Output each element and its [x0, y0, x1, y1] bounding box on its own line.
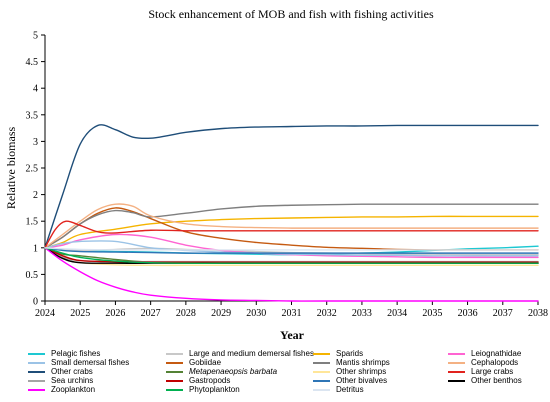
x-tick-label: 2029 — [211, 308, 231, 319]
legend-swatch — [28, 352, 45, 355]
x-tick-label: 2037 — [493, 308, 513, 319]
x-tick-label: 2027 — [141, 308, 161, 319]
series-line-other-shrimps — [44, 247, 539, 267]
legend-swatch — [166, 379, 183, 382]
legend-label: Large crabs — [471, 367, 514, 376]
x-tick-label: 2038 — [528, 308, 548, 319]
legend-label: Large and medium demersal fishes — [189, 349, 314, 358]
legend-item-other-crabs: Other crabs — [28, 367, 93, 376]
legend-swatch — [313, 379, 330, 382]
legend-item-other-benthos: Other benthos — [448, 376, 522, 385]
y-tick-label: 5 — [33, 31, 38, 42]
legend-label: Other crabs — [51, 367, 93, 376]
legend-item-gobiidae: Gobiidae — [166, 358, 221, 367]
legend-item-large-crabs: Large crabs — [448, 367, 513, 376]
legend-item-pelagic-fishes: Pelagic fishes — [28, 349, 100, 358]
series-line-gastropods — [44, 247, 539, 263]
line-chart: Stock enhancement of MOB and fish with f… — [4, 7, 548, 342]
legend-swatch — [166, 352, 183, 355]
legend-label: Sparids — [336, 349, 364, 358]
legend-item-zooplankton: Zooplankton — [28, 385, 95, 394]
x-tick-label: 2034 — [387, 308, 407, 319]
legend-swatch — [166, 388, 183, 391]
legend-label: Leiognathidae — [471, 349, 522, 358]
y-axis-label: Relative biomass — [4, 127, 18, 210]
series-line-other-crabs — [44, 124, 539, 249]
legend-swatch — [28, 388, 45, 391]
x-tick-label: 2032 — [317, 308, 337, 319]
legend-swatch — [448, 379, 465, 382]
legend-swatch — [313, 352, 330, 355]
legend-label: Phytoplankton — [189, 385, 240, 394]
legend-item-small-demersal-fishes: Small demersal fishes — [28, 358, 129, 367]
legend-item-phytoplankton: Phytoplankton — [166, 385, 240, 394]
x-tick-label: 2024 — [35, 308, 55, 319]
x-tick-label: 2031 — [282, 308, 302, 319]
series-line-mantis-shrimps — [44, 203, 539, 249]
y-tick-label: 0.5 — [26, 270, 39, 281]
legend-item-detritus: Detritus — [313, 385, 364, 394]
y-tick-label: 3.5 — [26, 110, 39, 121]
legend-swatch — [448, 352, 465, 355]
legend-label: Small demersal fishes — [51, 358, 130, 367]
legend-label: Metapenaeopsis barbata — [189, 367, 278, 376]
y-tick-label: 2 — [33, 190, 38, 201]
x-tick-label: 2028 — [176, 308, 196, 319]
legend-item-mantis-shrimps: Mantis shrimps — [313, 358, 390, 367]
legend-label: Zooplankton — [51, 385, 96, 394]
series-line-detritus — [44, 247, 539, 251]
x-tick-label: 2033 — [352, 308, 372, 319]
legend-label: Other shrimps — [336, 367, 387, 376]
legend-swatch — [448, 370, 465, 373]
series-line-other-bivalves — [44, 247, 539, 254]
legend-swatch — [28, 370, 45, 373]
legend-label: Other bivalves — [336, 376, 388, 385]
legend-item-large-and-medium-demersal-fishes: Large and medium demersal fishes — [166, 349, 314, 358]
y-tick-label: 0 — [33, 297, 38, 308]
legend-item-leiognathidae: Leiognathidae — [448, 349, 521, 358]
x-tick-label: 2026 — [105, 308, 125, 319]
legend-item-cephalopods: Cephalopods — [448, 358, 518, 367]
x-axis-label: Year — [280, 328, 305, 342]
chart-title: Stock enhancement of MOB and fish with f… — [148, 7, 434, 21]
series-line-zooplankton — [44, 247, 539, 302]
legend-label: Detritus — [336, 385, 364, 394]
y-tick-label: 4.5 — [26, 57, 39, 68]
legend-swatch — [166, 361, 183, 364]
legend-label: Sea urchins — [51, 376, 94, 385]
legend-item-sparids: Sparids — [313, 349, 363, 358]
legend-label: Other benthos — [471, 376, 522, 385]
series-line-large-crabs — [44, 220, 539, 249]
legend-item-other-shrimps: Other shrimps — [313, 367, 386, 376]
legend-swatch — [313, 370, 330, 373]
legend-label: Gobiidae — [189, 358, 222, 367]
x-tick-label: 2030 — [246, 308, 266, 319]
y-tick-label: 2.5 — [26, 164, 39, 175]
y-tick-label: 1 — [33, 243, 38, 254]
legend-label: Mantis shrimps — [336, 358, 390, 367]
legend-label: Pelagic fishes — [51, 349, 101, 358]
x-tick-label: 2025 — [70, 308, 90, 319]
legend-label: Cephalopods — [471, 358, 519, 367]
legend-item-metapenaeopsis-barbata: Metapenaeopsis barbata — [166, 367, 277, 376]
legend-item-gastropods: Gastropods — [166, 376, 230, 385]
legend-swatch — [28, 379, 45, 382]
y-tick-label: 1.5 — [26, 217, 39, 228]
legend-item-other-bivalves: Other bivalves — [313, 376, 387, 385]
x-tick-label: 2036 — [458, 308, 478, 319]
series-line-cephalopods — [44, 203, 539, 249]
legend-swatch — [448, 361, 465, 364]
legend-swatch — [313, 388, 330, 391]
series-lines — [44, 124, 539, 302]
y-tick-label: 3 — [33, 137, 38, 148]
legend-swatch — [313, 361, 330, 364]
chart-legend: Pelagic fishes Large and medium demersal … — [0, 346, 550, 402]
y-tick-label: 4 — [33, 84, 38, 95]
x-tick-label: 2035 — [422, 308, 442, 319]
legend-item-sea-urchins: Sea urchins — [28, 376, 93, 385]
series-line-phytoplankton — [44, 247, 539, 264]
legend-swatch — [166, 370, 183, 373]
legend-label: Gastropods — [189, 376, 231, 385]
legend-swatch — [28, 361, 45, 364]
